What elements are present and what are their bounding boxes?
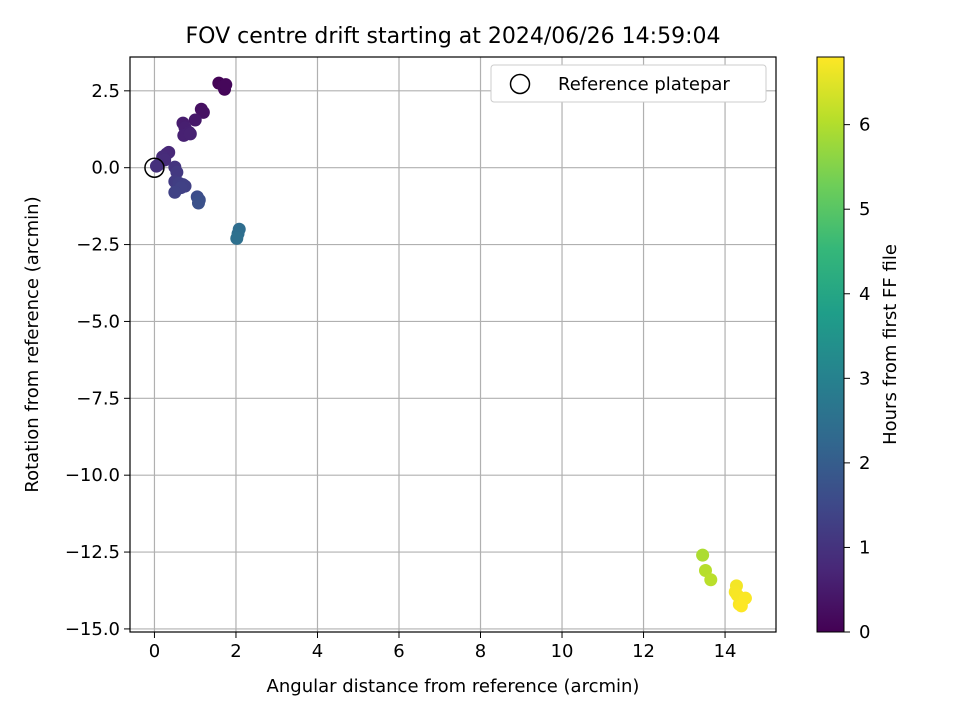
data-point xyxy=(188,113,202,127)
x-tick-label: 10 xyxy=(551,641,574,662)
colorbar-ticks: 0 1 2 3 4 5 6 xyxy=(844,115,870,643)
legend: Reference platepar xyxy=(490,64,767,103)
x-tick-label: 0 xyxy=(149,641,160,662)
data-point xyxy=(191,196,205,210)
legend-box xyxy=(490,64,767,103)
data-points xyxy=(149,76,752,613)
colorbar-tick-label: 5 xyxy=(859,199,870,220)
data-point xyxy=(704,573,718,587)
colorbar-label: Hours from first FF file xyxy=(880,244,901,445)
x-axis-label: Angular distance from reference (arcmin) xyxy=(267,676,640,697)
y-tick-label: −5.0 xyxy=(76,311,120,332)
data-point xyxy=(183,127,197,141)
colorbar-tick-label: 2 xyxy=(859,453,870,474)
data-point xyxy=(219,78,233,92)
y-tick-label: −10.0 xyxy=(65,465,120,486)
reference-marker-layer xyxy=(144,157,165,178)
plot-frame xyxy=(129,56,777,633)
y-tick-label: 2.5 xyxy=(91,81,120,102)
y-tick-label: 0.0 xyxy=(91,158,120,179)
y-axis-ticks: 2.5 0.0 −2.5 −5.0 −7.5 −10.0 −12.5 −15.0 xyxy=(65,81,130,640)
data-point xyxy=(230,231,244,245)
x-tick-label: 8 xyxy=(475,641,486,662)
data-point xyxy=(168,185,182,199)
x-tick-label: 6 xyxy=(393,641,404,662)
x-axis-ticks: 0 2 4 6 8 10 12 14 xyxy=(149,632,737,662)
x-tick-label: 4 xyxy=(312,641,323,662)
colorbar-tick-label: 1 xyxy=(859,537,870,558)
data-point xyxy=(734,599,748,613)
legend-label-reference: Reference platepar xyxy=(558,74,730,95)
data-point xyxy=(196,105,210,119)
colorbar-fill xyxy=(816,56,845,633)
colorbar-tick-label: 3 xyxy=(859,368,870,389)
data-point xyxy=(149,159,163,173)
chart-title: FOV centre drift starting at 2024/06/26 … xyxy=(186,24,721,49)
data-point xyxy=(696,548,710,562)
colorbar-tick-label: 0 xyxy=(859,622,870,643)
legend-reference-marker xyxy=(509,73,531,95)
x-tick-label: 12 xyxy=(632,641,655,662)
reference-platepar-marker xyxy=(144,157,165,178)
colorbar-tick-label: 4 xyxy=(859,284,870,305)
x-tick-label: 14 xyxy=(714,641,737,662)
y-tick-label: −2.5 xyxy=(76,235,120,256)
colorbar: 0 1 2 3 4 5 6 Hours from first FF file xyxy=(816,56,901,643)
colorbar-tick-label: 6 xyxy=(859,115,870,136)
y-tick-label: −7.5 xyxy=(76,388,120,409)
y-axis-label: Rotation from reference (arcmin) xyxy=(22,196,43,492)
y-tick-label: −15.0 xyxy=(65,619,120,640)
x-tick-label: 2 xyxy=(230,641,241,662)
y-tick-label: −12.5 xyxy=(65,542,120,563)
grid xyxy=(130,57,776,632)
